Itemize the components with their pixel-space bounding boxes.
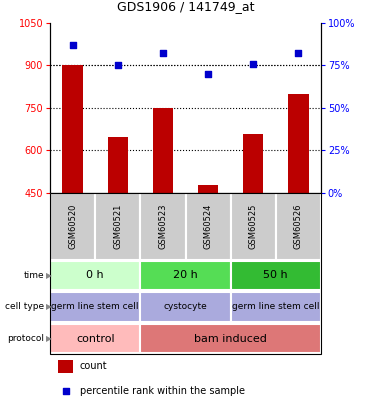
Text: ▶: ▶ (46, 303, 52, 311)
Bar (186, 193, 231, 260)
Bar (140, 324, 321, 353)
Bar (140, 261, 231, 290)
Text: GSM60520: GSM60520 (68, 203, 77, 249)
Text: 0 h: 0 h (86, 271, 104, 280)
Bar (153, 108, 173, 193)
Text: GSM60526: GSM60526 (294, 203, 303, 249)
Text: GSM60525: GSM60525 (249, 203, 258, 249)
Bar (198, 185, 218, 193)
Text: GDS1906 / 141749_at: GDS1906 / 141749_at (117, 0, 254, 13)
Bar (50, 292, 140, 322)
Point (295, 50, 301, 57)
Text: time: time (24, 271, 45, 280)
Text: 20 h: 20 h (173, 271, 198, 280)
Bar (108, 136, 128, 193)
Text: GSM60521: GSM60521 (113, 203, 122, 249)
Text: GSM60523: GSM60523 (158, 203, 167, 249)
Text: percentile rank within the sample: percentile rank within the sample (80, 386, 245, 396)
Text: germ line stem cell: germ line stem cell (52, 303, 139, 311)
Text: germ line stem cell: germ line stem cell (232, 303, 319, 311)
Bar (231, 292, 321, 322)
Text: ▶: ▶ (46, 334, 52, 343)
Bar (140, 292, 231, 322)
Text: control: control (76, 334, 115, 343)
Point (70, 42, 76, 48)
Bar (50, 324, 140, 353)
Text: cell type: cell type (6, 303, 45, 311)
Point (160, 50, 166, 57)
Text: protocol: protocol (7, 334, 45, 343)
Text: GSM60524: GSM60524 (204, 203, 213, 249)
Bar (231, 193, 276, 260)
Bar (62, 65, 83, 193)
Text: count: count (80, 362, 108, 371)
Bar (95, 193, 140, 260)
Point (205, 70, 211, 77)
Bar (50, 261, 140, 290)
Bar (58, 360, 73, 373)
Bar (140, 193, 186, 260)
Bar (50, 193, 95, 260)
Bar (231, 261, 321, 290)
Text: ▶: ▶ (46, 271, 52, 280)
Text: bam induced: bam induced (194, 334, 267, 343)
Bar (276, 193, 321, 260)
Point (115, 62, 121, 68)
Text: 50 h: 50 h (263, 271, 288, 280)
Text: cystocyte: cystocyte (164, 303, 207, 311)
Bar (243, 134, 263, 193)
Point (63, 388, 69, 394)
Point (250, 60, 256, 67)
Bar (288, 94, 309, 193)
